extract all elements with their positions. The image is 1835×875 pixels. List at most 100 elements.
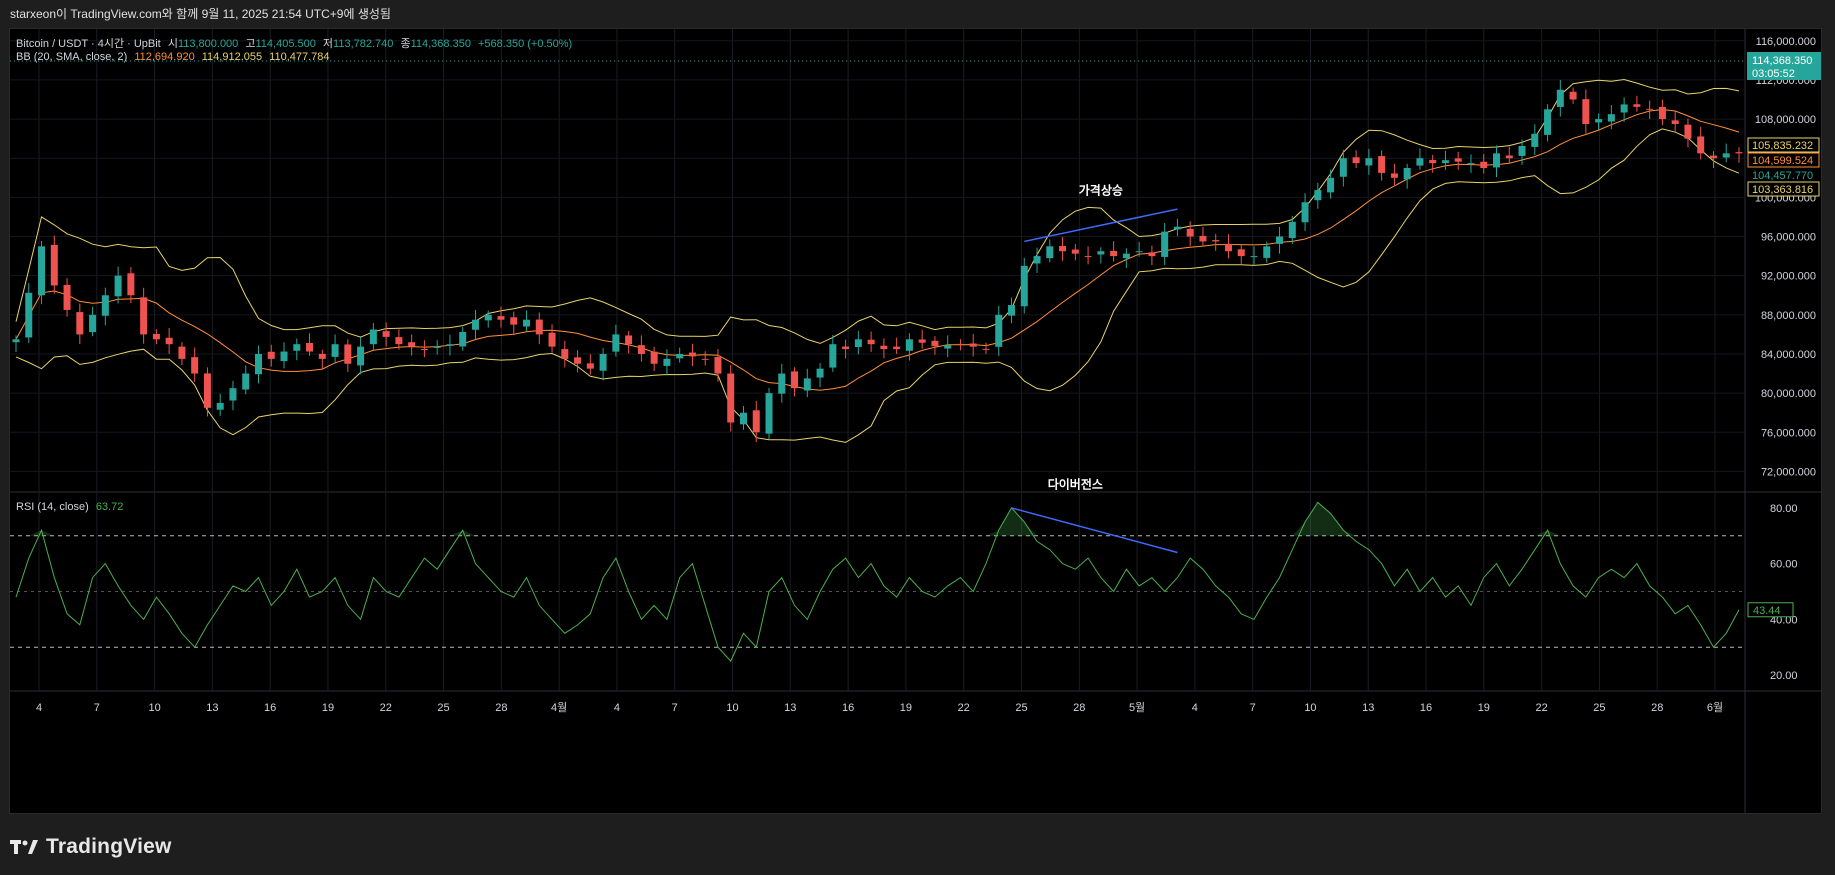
candle-body — [1110, 250, 1118, 257]
candle-body — [842, 346, 850, 350]
candle-body — [1148, 252, 1156, 257]
bb-lower-value: 110,477.784 — [269, 51, 330, 63]
candle-body — [944, 345, 952, 349]
x-tick-label: 16 — [264, 702, 276, 714]
x-tick-label: 16 — [842, 702, 854, 714]
candle-body — [1314, 190, 1322, 201]
candle-body — [1556, 89, 1564, 107]
price-tick-label: 76,000.000 — [1761, 427, 1816, 439]
attribution-bar: starxeon이 TradingView.com와 함께 9월 11, 202… — [0, 0, 1835, 28]
price-trendline[interactable] — [1024, 208, 1178, 243]
candle-body — [254, 353, 262, 375]
candle-body — [1059, 246, 1067, 252]
candle-body — [1046, 246, 1054, 259]
bb-upper-value: 114,912.055 — [201, 51, 263, 63]
candle-body — [1607, 114, 1615, 122]
tradingview-footer[interactable]: TradingView — [10, 832, 172, 862]
x-tick-label: 7 — [672, 702, 678, 714]
candle-body — [676, 353, 684, 359]
candle-body — [765, 393, 773, 434]
bb-upper-tag-box — [1747, 137, 1820, 153]
candle-body — [1097, 251, 1105, 255]
symbol-legend: Bitcoin / USDT · 4시간 · UpBit 시113,800.00… — [16, 35, 576, 51]
candle-body — [395, 337, 403, 345]
x-tick-label: 19 — [1478, 702, 1490, 714]
candle-body — [574, 357, 582, 364]
candle-body — [484, 314, 492, 321]
candle-body — [242, 373, 250, 390]
candle-body — [586, 363, 594, 369]
x-tick-label: 7 — [1250, 702, 1256, 714]
x-tick-label: 13 — [1362, 702, 1374, 714]
candle-body — [1122, 253, 1130, 259]
x-tick-label: 28 — [1651, 702, 1663, 714]
rsi-divergence-line[interactable] — [1011, 507, 1178, 554]
candle-body — [1390, 173, 1398, 178]
candle-body — [995, 314, 1003, 347]
candle-body — [203, 373, 211, 408]
price-tick-label: 108,000.000 — [1755, 114, 1816, 126]
candle-body — [1671, 120, 1679, 124]
candle-body — [89, 314, 97, 333]
candle-body — [1518, 146, 1526, 156]
candle-body — [101, 295, 109, 316]
chart-canvas[interactable]: 4 7 10 13 16 19 22 25 28 4월 4 7 10 13 16 19 22 25 28 5월 4 7 10… — [10, 29, 1821, 813]
candle-body — [229, 388, 237, 401]
candle-body — [1493, 153, 1501, 168]
tradingview-brand: TradingView — [46, 835, 172, 858]
x-tick-label: 5월 — [1129, 701, 1145, 714]
bb-label: BB (20, SMA, close, 2) — [16, 51, 128, 63]
x-tick-label: 19 — [322, 702, 334, 714]
last-price-value: 114,368.350 — [1752, 55, 1812, 67]
bb-lower-tag: 103,363.816 — [1752, 184, 1813, 196]
candle-body — [12, 339, 20, 343]
x-tick-label: 25 — [437, 702, 449, 714]
bb-upper-tag: 105,835.232 — [1752, 140, 1813, 152]
candle-body — [867, 339, 875, 345]
candle-body — [1135, 251, 1143, 253]
candle-body — [1531, 133, 1539, 147]
candle-body — [625, 335, 633, 345]
rsi-annotation: 다이버전스 — [1048, 476, 1103, 491]
candle-body — [637, 345, 645, 354]
x-tick-label: 28 — [495, 702, 507, 714]
candle-body — [63, 284, 71, 310]
candle-body — [459, 331, 467, 347]
tradingview-logo-icon — [10, 840, 38, 854]
ohlc-close: 종114,368.350 — [400, 38, 471, 50]
candle-body — [1582, 99, 1590, 124]
candle-body — [650, 351, 658, 364]
rsi-line — [15, 501, 1740, 662]
x-tick-label: 4 — [1192, 702, 1198, 714]
candle-body — [433, 346, 441, 348]
ohlc-high: 고114,405.500 — [245, 38, 316, 50]
candle-body — [1620, 104, 1628, 113]
candle-body — [1250, 256, 1258, 258]
chart-frame[interactable]: 4 7 10 13 16 19 22 25 28 4월 4 7 10 13 16 19 22 25 28 5월 4 7 10… — [9, 28, 1822, 814]
candle-body — [1658, 106, 1666, 120]
price-tick-label: 88,000.000 — [1761, 310, 1816, 322]
candle-body — [38, 246, 46, 296]
bb-lower-band — [15, 128, 1740, 443]
bb-legend: BB (20, SMA, close, 2) 112,694.920 114,9… — [16, 51, 334, 63]
candle-body — [1365, 158, 1373, 166]
candle-body — [905, 339, 913, 351]
bb-basis-line — [15, 108, 1740, 391]
candle-body — [1735, 152, 1743, 154]
x-tick-label: 7 — [94, 702, 100, 714]
symbol-title: Bitcoin / USDT · 4시간 · UpBit — [16, 38, 161, 50]
candle-body — [1697, 136, 1705, 154]
candle-body — [497, 316, 505, 320]
rsi-current-tag: 43.44 — [1753, 605, 1781, 617]
candle-body — [688, 352, 696, 357]
candle-body — [1569, 91, 1577, 100]
candle-body — [893, 346, 901, 350]
candle-body — [510, 317, 518, 325]
candle-body — [471, 319, 479, 330]
candle-body — [50, 244, 58, 286]
candle-body — [1454, 158, 1462, 162]
x-tick-label: 22 — [380, 702, 392, 714]
candle-body — [561, 349, 569, 359]
x-tick-label: 13 — [206, 702, 218, 714]
candle-body — [191, 357, 199, 374]
